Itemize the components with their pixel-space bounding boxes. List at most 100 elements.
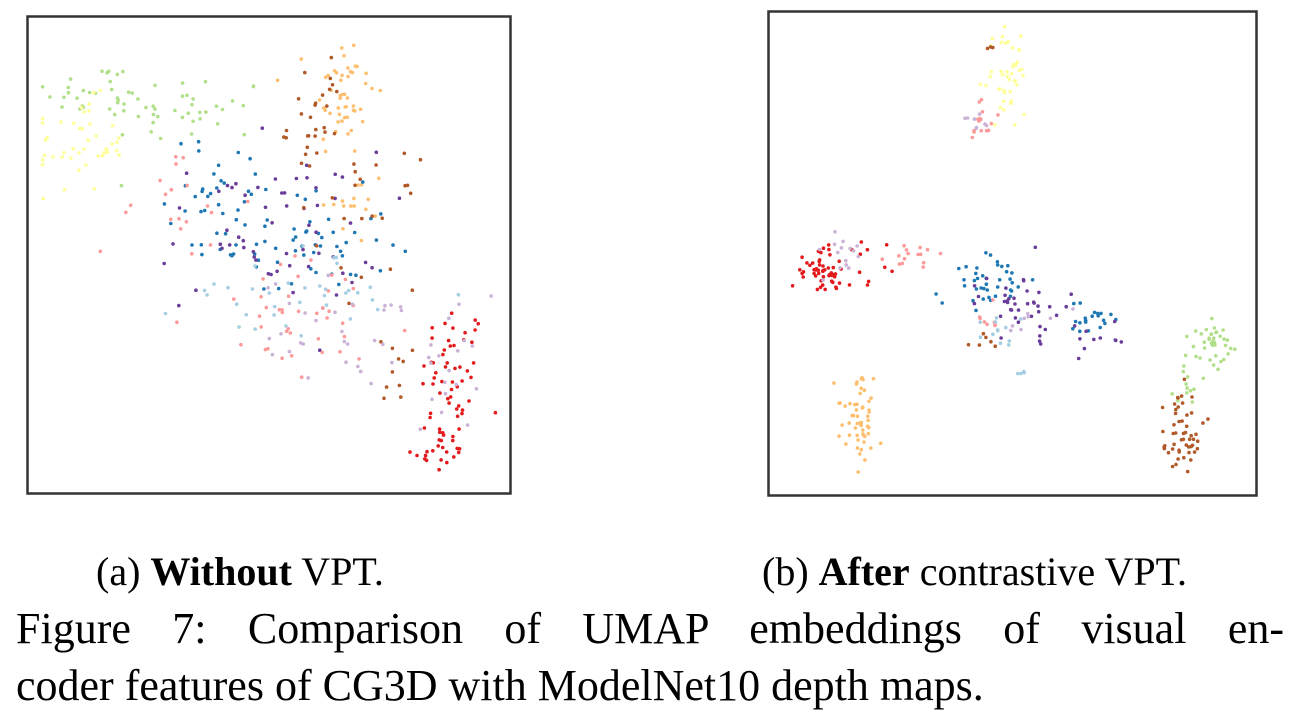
scatter-point [449, 387, 454, 392]
scatter-point [115, 140, 119, 145]
scatter-point [415, 453, 419, 458]
scatter-point [303, 152, 308, 157]
scatter-point [447, 316, 451, 321]
scatter-point [858, 452, 862, 456]
scatter-point [443, 365, 448, 369]
scatter-point [295, 193, 300, 198]
scatter-point [332, 69, 337, 73]
scatter-point [243, 223, 247, 227]
scatter-point [186, 111, 191, 115]
scatter-point [1212, 336, 1216, 341]
scatter-point [984, 83, 988, 88]
scatter-point [171, 242, 175, 246]
scatter-point [391, 243, 395, 247]
scatter-point [314, 127, 318, 132]
scatter-point [821, 274, 826, 279]
scatter-point [344, 291, 348, 295]
scatter-point [1092, 310, 1097, 315]
scatter-point [1013, 302, 1017, 306]
scatter-point [115, 100, 120, 105]
scatter-point [832, 381, 836, 385]
scatter-point [272, 313, 276, 317]
scatter-point [977, 343, 982, 347]
scatter-point [273, 246, 278, 251]
scatter-point [1017, 48, 1022, 52]
scatter-point [282, 191, 287, 195]
scatter-point [980, 110, 985, 114]
scatter-point [998, 314, 1003, 319]
scatter-point [1012, 296, 1016, 301]
scatter-point [370, 298, 375, 302]
scatter-point [902, 243, 906, 248]
scatter-point [957, 266, 961, 271]
scatter-point [989, 69, 994, 74]
scatter-point [245, 199, 250, 204]
scatter-point [220, 107, 225, 112]
scatter-point [108, 79, 112, 84]
scatter-point [456, 450, 461, 455]
scatter-point [837, 434, 841, 439]
scatter-point [344, 240, 349, 245]
scatter-point [408, 450, 412, 454]
scatter-point [82, 110, 86, 114]
scatter-point [832, 242, 837, 247]
scatter-point [364, 207, 368, 212]
scatter-point [98, 88, 103, 93]
scatter-point [473, 328, 477, 332]
scatter-point [442, 348, 447, 352]
scatter-point [291, 290, 295, 295]
scatter-point [284, 204, 289, 208]
scatter-point [916, 252, 920, 257]
scatter-point [457, 427, 461, 431]
scatter-point [1036, 304, 1040, 308]
scatter-point [270, 221, 274, 225]
scatter-point [1071, 326, 1075, 331]
scatter-point [348, 272, 353, 277]
scatter-point [314, 270, 318, 275]
scatter-point [1101, 318, 1106, 323]
figure-caption-line-2: coder features of CG3D with ModelNet10 d… [16, 661, 984, 710]
scatter-point [862, 388, 867, 393]
scatter-point [380, 216, 385, 220]
scatter-point [1170, 392, 1174, 396]
scatter-point [102, 151, 106, 155]
subcaption-a-bold: Without [150, 549, 292, 594]
scatter-point [317, 98, 322, 102]
scatter-point [1015, 371, 1020, 376]
scatter-point [374, 150, 379, 155]
scatter-point [1092, 337, 1096, 342]
scatter-point [62, 150, 66, 155]
scatter-point [136, 97, 140, 101]
scatter-point [841, 239, 845, 244]
scatter-point [1103, 321, 1107, 326]
scatter-point [199, 209, 203, 214]
scatter-series-5 [832, 376, 883, 474]
scatter-point [330, 273, 334, 277]
scatter-point [390, 360, 394, 365]
scatter-point [855, 414, 860, 419]
scatter-point [1015, 82, 1019, 87]
scatter-series-8 [98, 155, 407, 380]
scatter-point [861, 377, 865, 382]
scatter-point [260, 126, 265, 130]
scatter-point [396, 357, 401, 361]
scatter-point [309, 258, 313, 262]
scatter-point [1072, 324, 1077, 328]
scatter-point [463, 330, 467, 335]
scatter-series-6 [934, 251, 1118, 334]
scatter-point [346, 74, 350, 79]
scatter-point [174, 162, 178, 166]
scatter-point [205, 293, 209, 297]
scatter-point [1166, 450, 1171, 455]
subcaption-a-label: (a) [96, 549, 141, 594]
scatter-point [489, 294, 493, 298]
scatter-point [977, 100, 982, 104]
scatter-point [859, 420, 864, 425]
scatter-point [1204, 327, 1209, 332]
scatter-point [1005, 299, 1009, 303]
scatter-point [441, 352, 445, 357]
scatter-point [379, 340, 383, 344]
scatter-point [451, 438, 455, 443]
scatter-point [1218, 334, 1222, 339]
scatter-point [837, 401, 841, 406]
